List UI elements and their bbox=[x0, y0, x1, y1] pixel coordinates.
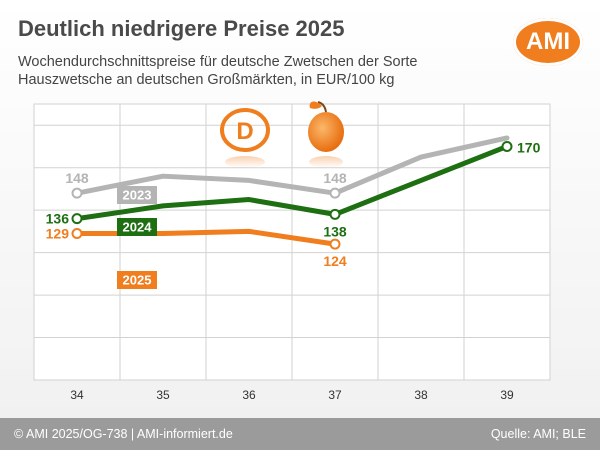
data-label-2023: 148 bbox=[323, 170, 347, 186]
data-point-2025 bbox=[329, 238, 341, 250]
ami-logo: AMI bbox=[513, 18, 583, 66]
data-label-2024: 136 bbox=[46, 211, 70, 227]
line-chart: 34 35 36 37 38 39 D 2023 2024 2025 148 148 136 138… bbox=[33, 101, 551, 402]
legend-label-2025: 2025 bbox=[123, 273, 152, 288]
x-tick-label: 36 bbox=[242, 388, 256, 402]
footer-source: Quelle: AMI; BLE bbox=[490, 427, 586, 441]
data-point-2024 bbox=[71, 213, 83, 225]
legend-swatch-2023 bbox=[117, 186, 157, 204]
legend-swatch-2024 bbox=[117, 218, 157, 236]
series-line-2023 bbox=[74, 135, 510, 196]
chart-title: Deutlich niedrigere Preise 2025 bbox=[18, 16, 345, 41]
data-label-2025: 124 bbox=[323, 253, 347, 269]
legend-swatch-2025 bbox=[117, 271, 157, 289]
legend-label-2023: 2023 bbox=[123, 188, 152, 203]
plum-icon bbox=[308, 101, 344, 168]
data-point-2024 bbox=[329, 208, 341, 220]
x-tick-label: 34 bbox=[70, 388, 84, 402]
data-point-2023 bbox=[71, 187, 83, 199]
data-label-2023: 148 bbox=[65, 170, 89, 186]
footer-bar: © AMI 2025/OG-738 | AMI-informiert.de Qu… bbox=[0, 418, 600, 450]
data-point-2024 bbox=[501, 140, 513, 152]
x-tick-label: 38 bbox=[414, 388, 428, 402]
data-point-2023 bbox=[329, 187, 341, 199]
data-label-2024: 170 bbox=[517, 139, 541, 155]
x-tick-label: 37 bbox=[328, 388, 342, 402]
footer-copyright: © AMI 2025/OG-738 | AMI-informiert.de bbox=[14, 427, 233, 441]
chart-subtitle: Wochendurchschnittspreise für deutsche Z… bbox=[18, 54, 418, 88]
country-badge-letter: D bbox=[236, 118, 253, 145]
legend-label-2024: 2024 bbox=[123, 220, 153, 235]
d-badge-icon: D bbox=[220, 108, 270, 168]
data-label-2025: 129 bbox=[46, 226, 70, 242]
series-line-2024 bbox=[74, 143, 510, 222]
x-tick-label: 39 bbox=[500, 388, 514, 402]
data-label-2024: 138 bbox=[323, 223, 347, 239]
data-point-2025 bbox=[71, 228, 83, 240]
x-tick-label: 35 bbox=[156, 388, 170, 402]
